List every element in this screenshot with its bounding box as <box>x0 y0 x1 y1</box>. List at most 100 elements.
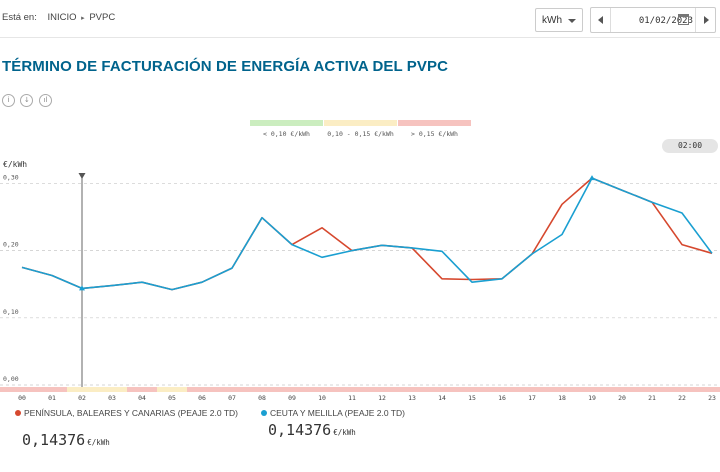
x-tick-label: 13 <box>408 394 416 402</box>
x-tick-label: 19 <box>588 394 596 402</box>
calendar-icon[interactable] <box>678 14 689 25</box>
date-picker <box>590 7 716 33</box>
hour-band-segment <box>157 387 187 392</box>
price-band-mid <box>324 120 397 126</box>
peak-point-marker <box>589 175 595 181</box>
unit-select-value: kWh <box>542 15 562 26</box>
series-line-0 <box>21 177 713 291</box>
legend-item-peninsula[interactable]: PENÍNSULA, BALEARES Y CANARIAS (PEAJE 2.… <box>15 408 239 449</box>
arrow-left-icon <box>598 16 603 24</box>
hour-band-segment <box>457 387 487 392</box>
breadcrumb-home-link[interactable]: INICIO <box>47 12 77 23</box>
hour-band-segment <box>337 387 367 392</box>
chart-type-icon[interactable]: ıl <box>38 94 52 107</box>
x-tick-label: 09 <box>288 394 296 402</box>
hour-band-segment <box>397 387 427 392</box>
hour-band-segment <box>67 387 97 392</box>
legend-value-ceuta-melilla: 0,14376 €/kWh <box>268 421 356 439</box>
hour-band-segment <box>217 387 247 392</box>
price-band-legend <box>250 120 471 126</box>
x-tick-label: 12 <box>378 394 386 402</box>
x-tick-label: 11 <box>348 394 356 402</box>
hour-band-segment <box>697 387 720 392</box>
chart-tools: i ↓ ıl <box>2 89 53 107</box>
legend-label-peninsula: PENÍNSULA, BALEARES Y CANARIAS (PEAJE 2.… <box>24 408 238 418</box>
hour-band-segment <box>547 387 577 392</box>
legend-item-ceuta-melilla[interactable]: CEUTA Y MELILLA (PEAJE 2.0 TD) 0,14376 €/… <box>261 408 485 439</box>
download-icon[interactable]: ↓ <box>20 94 34 107</box>
hour-band-segment <box>667 387 697 392</box>
x-tick-label: 08 <box>258 394 266 402</box>
price-band-low-label: < 0,10 €/kWh <box>263 130 310 138</box>
next-day-button[interactable] <box>695 8 715 32</box>
selected-point-marker <box>79 285 85 291</box>
x-tick-label: 15 <box>468 394 476 402</box>
legend-value-ceuta-melilla-number: 0,14376 <box>268 421 332 439</box>
hour-band-segment <box>127 387 157 392</box>
x-tick-label: 18 <box>558 394 566 402</box>
chevron-down-icon <box>568 19 576 23</box>
hour-band-segment <box>517 387 547 392</box>
hour-band-segment <box>487 387 517 392</box>
x-tick-label: 14 <box>438 394 446 402</box>
price-band-high <box>398 120 471 126</box>
hour-band-segment <box>637 387 667 392</box>
top-bar: Está en: INICIO ▸ PVPC kWh <box>0 0 720 38</box>
y-tick-label: 0,00 <box>3 375 19 383</box>
hour-band-segment <box>577 387 607 392</box>
x-tick-label: 02 <box>78 394 86 402</box>
hour-band-segment <box>0 387 37 392</box>
legend-value-peninsula: 0,14376 €/kWh <box>22 431 110 449</box>
breadcrumb-pvpc-link[interactable]: PVPC <box>89 12 116 23</box>
legend-value-ceuta-melilla-unit: €/kWh <box>333 428 356 437</box>
x-tick-label: 04 <box>138 394 146 402</box>
x-tick-label: 06 <box>198 394 206 402</box>
y-tick-label: 0,30 <box>3 173 19 181</box>
unit-select[interactable]: kWh <box>535 8 583 32</box>
hour-band-segment <box>37 387 67 392</box>
hour-band-segment <box>607 387 637 392</box>
hour-band-segment <box>247 387 277 392</box>
x-tick-label: 01 <box>48 394 56 402</box>
hour-band-segment <box>97 387 127 392</box>
legend-value-peninsula-unit: €/kWh <box>87 438 110 447</box>
hour-band-segment <box>187 387 217 392</box>
price-line-chart[interactable]: €/kWh 0,00 0,10 0,20 0,30 00 01 02 03 04 05 06 07 08 0… <box>0 150 720 405</box>
price-band-mid-label: 0,10 - 0,15 €/kWh <box>327 130 394 138</box>
x-tick-label: 07 <box>228 394 236 402</box>
hour-band-segment <box>427 387 457 392</box>
breadcrumb-separator-icon: ▸ <box>81 15 85 22</box>
hour-band-segment <box>307 387 337 392</box>
y-axis-label: €/kWh <box>3 160 27 169</box>
legend-value-peninsula-number: 0,14376 <box>22 431 86 449</box>
series-line-1 <box>21 177 713 291</box>
hour-band-segment <box>367 387 397 392</box>
selected-hour-badge: 02:00 <box>662 139 718 153</box>
x-tick-label: 23 <box>708 394 716 402</box>
price-band-high-label: > 0,15 €/kWh <box>411 130 458 138</box>
page-title: TÉRMINO DE FACTURACIÓN DE ENERGÍA ACTIVA… <box>2 58 449 75</box>
legend-label-ceuta-melilla: CEUTA Y MELILLA (PEAJE 2.0 TD) <box>270 408 405 418</box>
x-tick-label: 03 <box>108 394 116 402</box>
x-tick-label: 21 <box>648 394 656 402</box>
x-tick-label: 17 <box>528 394 536 402</box>
date-input[interactable] <box>613 14 693 28</box>
x-tick-label: 10 <box>318 394 326 402</box>
breadcrumb: Está en: INICIO ▸ PVPC <box>2 12 115 23</box>
x-tick-label: 20 <box>618 394 626 402</box>
breadcrumb-label: Está en: <box>2 12 37 23</box>
x-tick-label: 22 <box>678 394 686 402</box>
x-tick-label: 05 <box>168 394 176 402</box>
hour-cursor-marker-icon <box>78 173 86 179</box>
hour-band-segment <box>277 387 307 392</box>
arrow-right-icon <box>704 16 709 24</box>
info-icon[interactable]: i <box>2 94 15 107</box>
x-tick-label: 16 <box>498 394 506 402</box>
y-tick-label: 0,10 <box>3 308 19 316</box>
y-tick-label: 0,20 <box>3 241 19 249</box>
x-tick-label: 00 <box>18 394 26 402</box>
legend-dot-ceuta-melilla <box>261 410 267 416</box>
price-band-low <box>250 120 323 126</box>
previous-day-button[interactable] <box>591 8 611 32</box>
legend-dot-peninsula <box>15 410 21 416</box>
